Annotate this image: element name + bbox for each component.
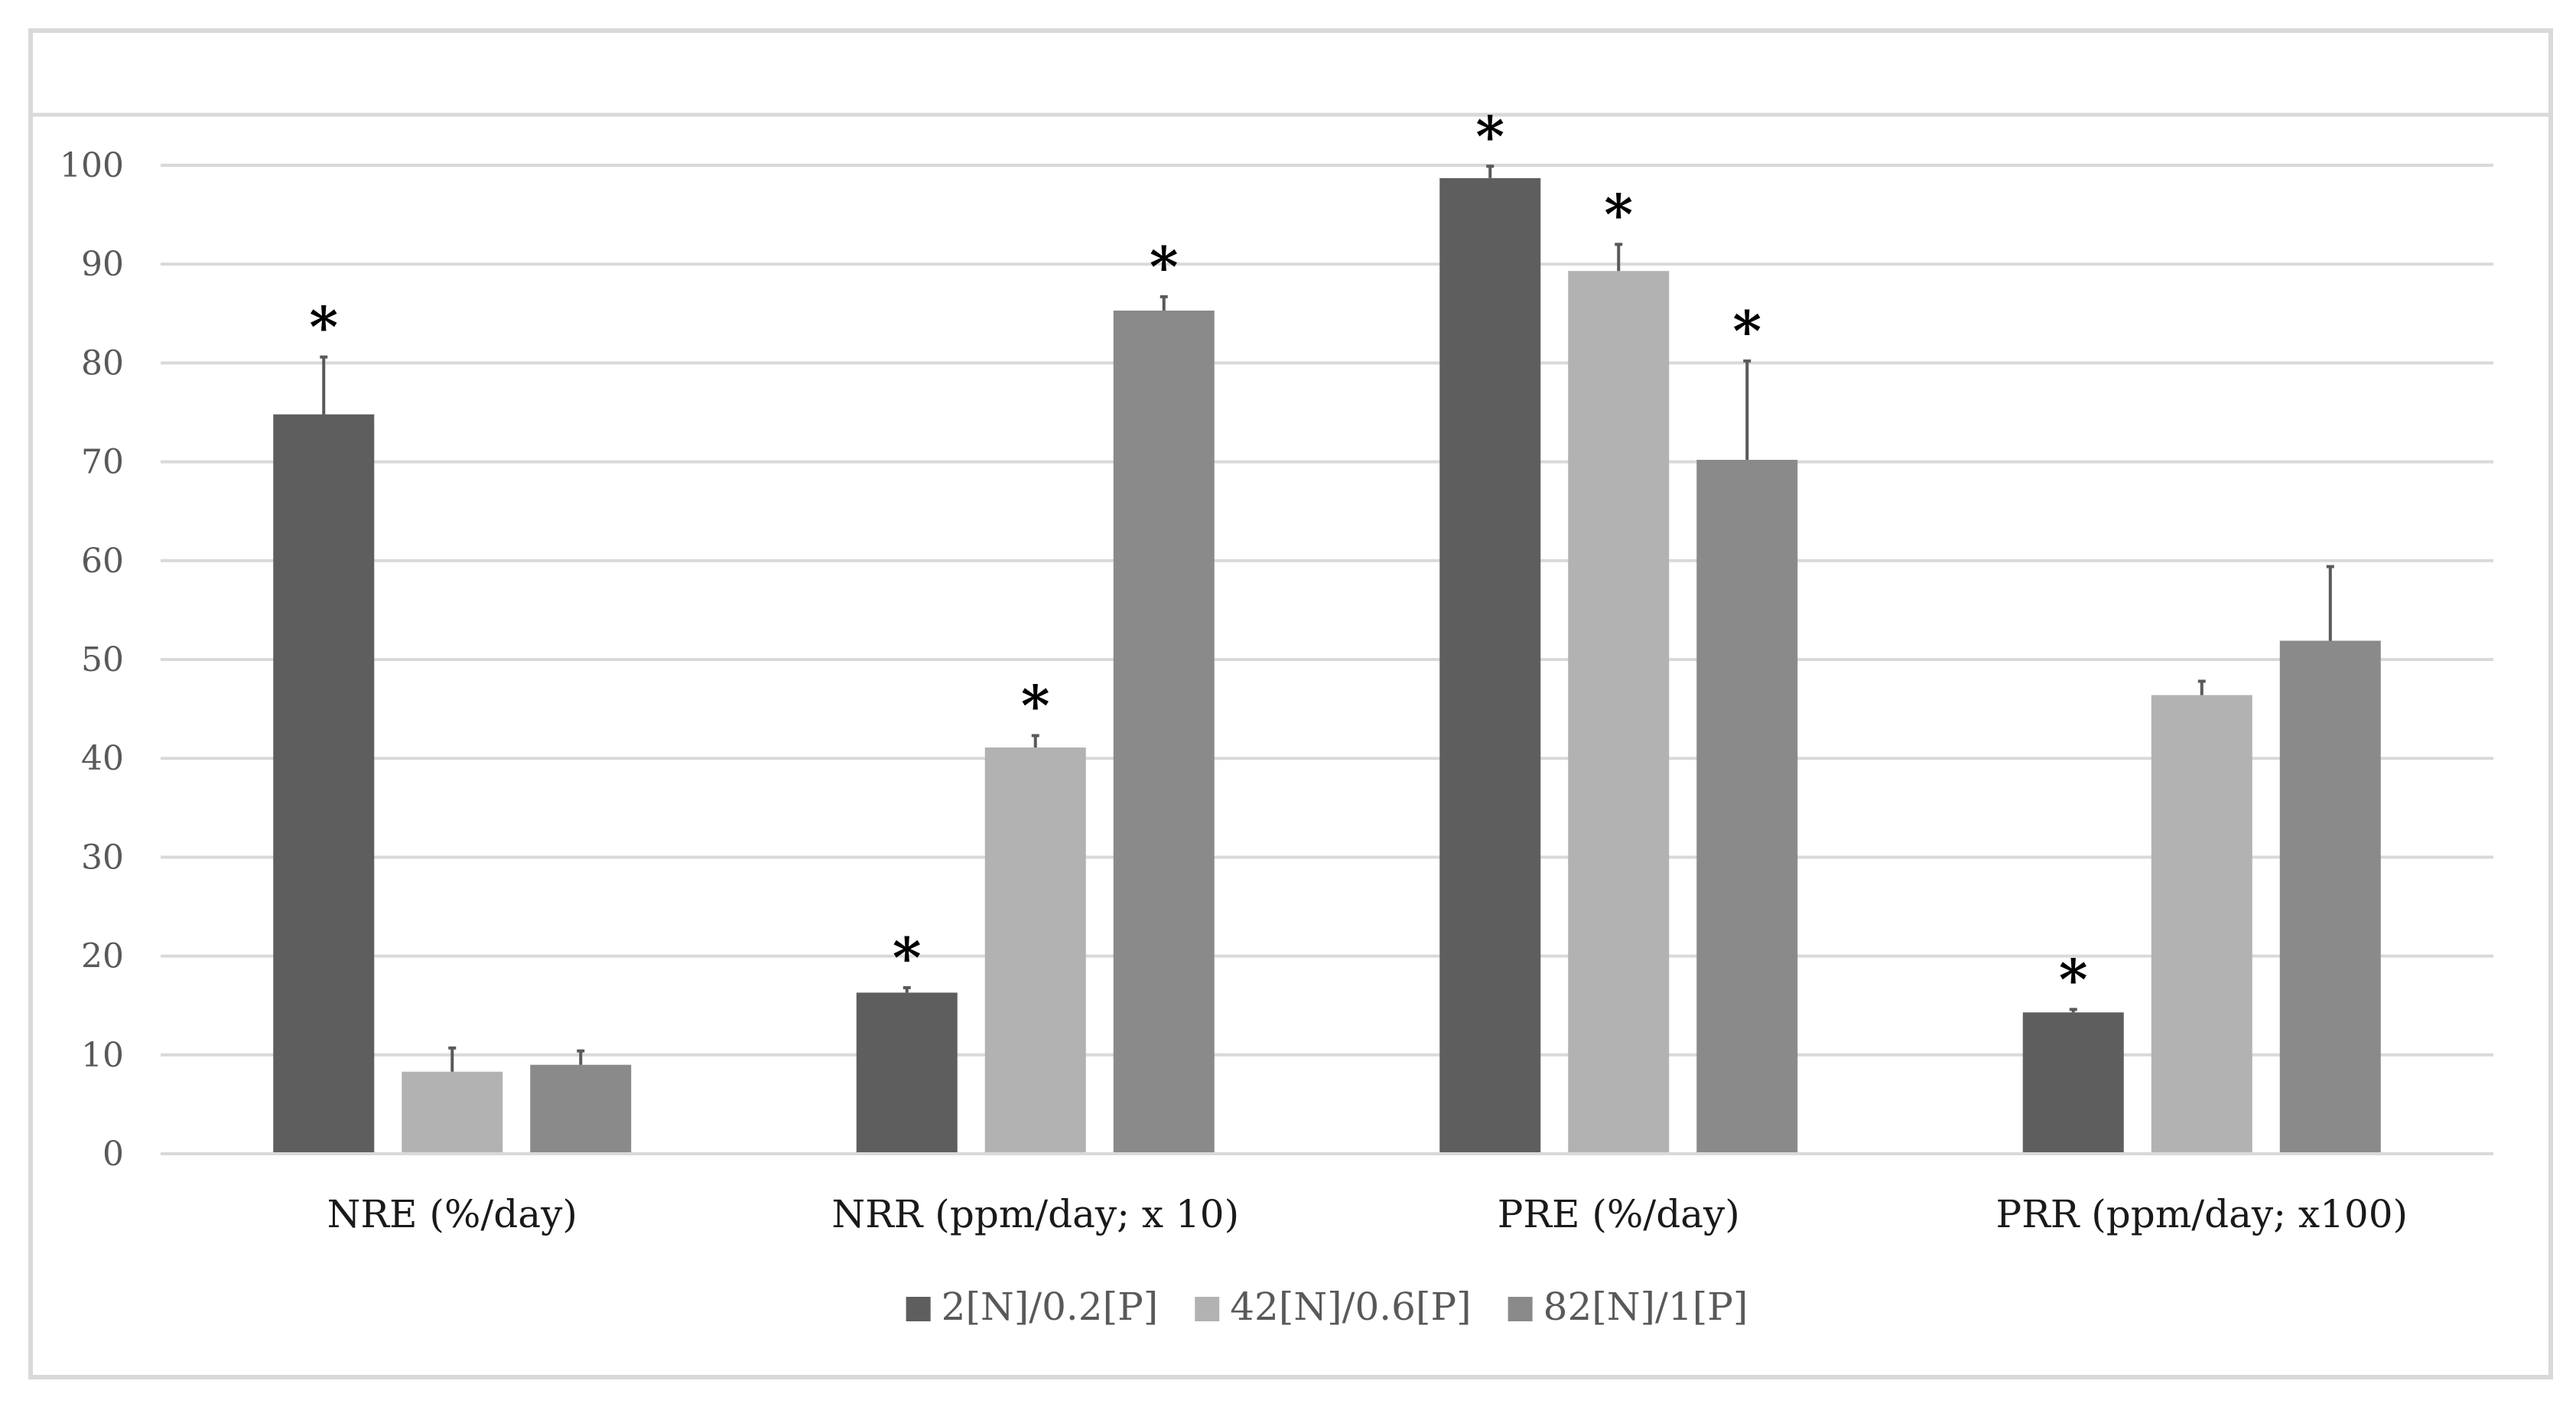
x-category-label: NRR (ppm/day; x 10) bbox=[831, 1192, 1239, 1236]
y-tick-label: 60 bbox=[81, 542, 124, 581]
legend-swatch bbox=[906, 1297, 931, 1321]
y-axis-tick-labels: 0 10 20 30 40 50 60 70 80 90 100 bbox=[60, 146, 124, 1174]
legend-label: 2[N]/0.2[P] bbox=[942, 1285, 1159, 1329]
bar bbox=[2022, 1012, 2124, 1154]
legend-label: 82[N]/1[P] bbox=[1543, 1285, 1748, 1329]
error-bars bbox=[320, 164, 2334, 1072]
x-category-label: NRE (%/day) bbox=[327, 1192, 577, 1236]
legend-item: 42[N]/0.6[P] bbox=[1195, 1285, 1472, 1329]
y-tick-label: 50 bbox=[81, 640, 124, 679]
significance-asterisk: * bbox=[893, 925, 922, 990]
bar bbox=[984, 747, 1086, 1154]
bar bbox=[1439, 178, 1541, 1154]
legend-swatch bbox=[1195, 1297, 1220, 1321]
bar bbox=[273, 414, 375, 1154]
bar bbox=[2151, 695, 2252, 1154]
significance-asterisk: * bbox=[1021, 673, 1050, 738]
significance-asterisk: * bbox=[1150, 234, 1179, 299]
x-axis-category-labels: NRE (%/day) NRR (ppm/day; x 10) PRE (%/day… bbox=[327, 1192, 2408, 1236]
significance-markers: * * * * * * * * bbox=[309, 103, 2087, 1011]
bar bbox=[530, 1064, 632, 1154]
x-category-label: PRR (ppm/day; x100) bbox=[1995, 1192, 2408, 1236]
legend: 2[N]/0.2[P] 42[N]/0.6[P] 82[N]/1[P] bbox=[906, 1285, 1748, 1329]
bar bbox=[402, 1071, 503, 1154]
legend-item: 2[N]/0.2[P] bbox=[906, 1285, 1159, 1329]
significance-asterisk: * bbox=[1732, 298, 1761, 363]
significance-asterisk: * bbox=[309, 295, 338, 360]
bar bbox=[1696, 460, 1798, 1154]
legend-label: 42[N]/0.6[P] bbox=[1230, 1285, 1471, 1329]
significance-asterisk: * bbox=[2059, 946, 2088, 1011]
bar bbox=[2279, 640, 2381, 1154]
bars bbox=[273, 178, 2381, 1154]
significance-asterisk: * bbox=[1604, 181, 1633, 246]
legend-item: 82[N]/1[P] bbox=[1508, 1285, 1748, 1329]
y-tick-label: 30 bbox=[81, 838, 124, 877]
y-tick-label: 90 bbox=[81, 245, 124, 284]
y-tick-label: 100 bbox=[60, 146, 124, 185]
bar bbox=[1113, 310, 1215, 1154]
bar bbox=[1568, 271, 1670, 1154]
y-tick-label: 20 bbox=[81, 937, 124, 976]
y-tick-label: 40 bbox=[81, 739, 124, 778]
y-tick-label: 0 bbox=[102, 1135, 124, 1174]
x-category-label: PRE (%/day) bbox=[1498, 1192, 1740, 1236]
bar bbox=[856, 992, 958, 1154]
legend-swatch bbox=[1508, 1297, 1533, 1321]
y-tick-label: 70 bbox=[81, 443, 124, 482]
y-tick-label: 10 bbox=[81, 1036, 124, 1075]
significance-asterisk: * bbox=[1475, 103, 1504, 168]
gridlines bbox=[161, 164, 2493, 1057]
y-tick-label: 80 bbox=[81, 344, 124, 383]
